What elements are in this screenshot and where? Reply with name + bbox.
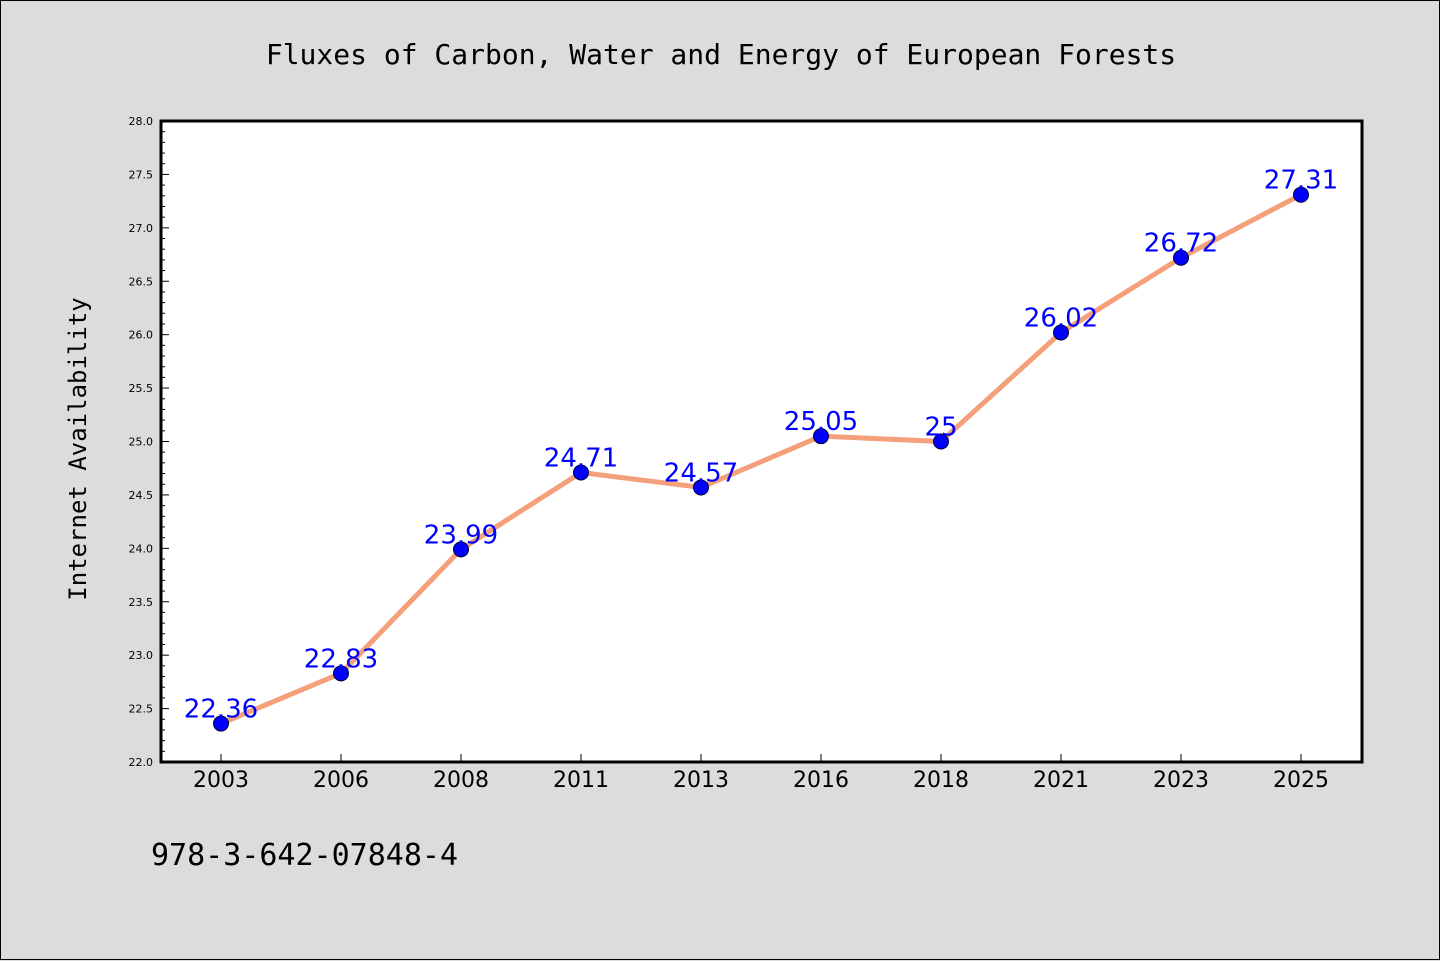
data-label: 22.83 [304,644,378,674]
x-tick-label: 2025 [1273,768,1329,793]
data-point [693,479,709,496]
x-tick-label: 2021 [1033,768,1089,793]
data-point [1173,249,1189,266]
x-axis-ticks: 2003 2006 2008 2011 2013 2016 2018 2021 2023 2025 [193,754,1329,793]
isbn-footer: 978-3-642-07848-4 [151,838,458,873]
y-tick-label: 23.5 [129,596,154,609]
y-tick-label: 23.0 [129,649,154,662]
y-tick-label: 27.0 [129,222,154,235]
y-tick-label: 24.5 [129,489,154,502]
data-label: 23.99 [424,520,498,550]
series-line [218,192,1304,727]
data-point [1293,186,1309,203]
data-label: 25.05 [784,407,858,437]
x-tick-label: 2003 [193,768,249,793]
y-tick-label: 28.0 [129,115,154,128]
data-point [573,464,589,481]
y-tick-label: 25.0 [129,436,154,449]
data-point [933,433,949,450]
data-label: 22.36 [184,695,258,725]
series-layer [213,186,1309,732]
y-tick-label: 22.0 [129,756,154,769]
data-labels: 22.36 22.83 23.99 24.71 24.57 25.05 25 26.02 26.… [184,166,1338,725]
x-tick-label: 2016 [793,768,849,793]
data-label: 26.02 [1024,304,1098,334]
y-tick-label: 26.5 [129,275,154,288]
x-tick-label: 2011 [553,768,609,793]
y-axis-label: Internet Availability [64,297,92,600]
data-label: 27.31 [1264,166,1338,196]
x-tick-label: 2008 [433,768,489,793]
x-tick-label: 2013 [673,768,729,793]
y-tick-label: 26.0 [129,329,154,342]
data-point [813,428,829,445]
y-tick-label: 25.5 [129,382,154,395]
data-point [453,541,469,558]
data-label: 24.71 [544,443,618,473]
y-tick-label: 27.5 [129,168,154,181]
y-tick-label: 22.5 [129,703,154,716]
data-point [213,715,229,732]
data-point [1053,324,1069,341]
chart-title: Fluxes of Carbon, Water and Energy of Eu… [266,38,1176,71]
y-tick-label: 24.0 [129,542,154,555]
y-axis-ticks: 22.0 22.5 23.0 23.5 24.0 24.5 25.0 25.5 26.0 26.5… [129,115,169,769]
x-tick-label: 2023 [1153,768,1209,793]
data-label: 25 [924,413,957,443]
data-point [333,665,349,682]
data-label: 26.72 [1144,229,1218,259]
x-tick-label: 2006 [313,768,369,793]
x-tick-label: 2018 [913,768,969,793]
data-label: 24.57 [664,458,738,488]
